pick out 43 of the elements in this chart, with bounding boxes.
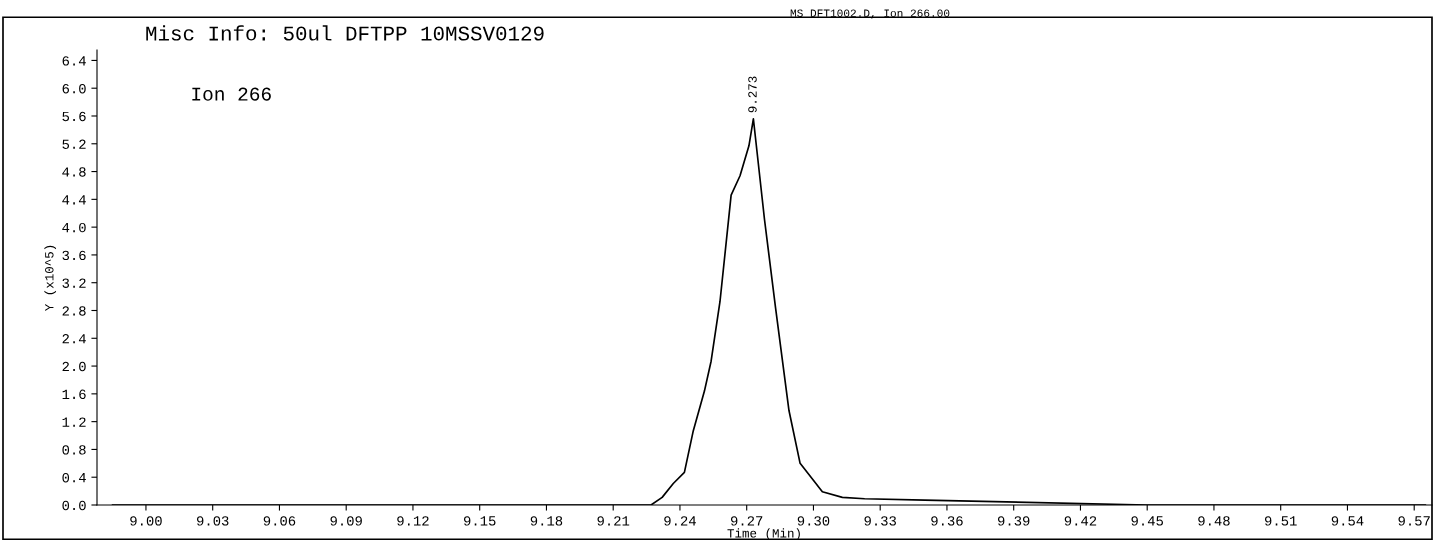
x-tick-label: 9.21 bbox=[597, 516, 630, 526]
x-tick-label: 9.51 bbox=[1264, 516, 1297, 526]
x-tick-label: 9.15 bbox=[463, 516, 496, 526]
y-tick-label: 1.2 bbox=[62, 417, 86, 427]
x-tick-label: 9.42 bbox=[1064, 516, 1097, 526]
x-tick-label: 9.18 bbox=[530, 516, 563, 526]
y-tick-label: 6.0 bbox=[62, 83, 86, 94]
y-tick-label: 0.4 bbox=[62, 472, 86, 483]
y-tick-label: 2.0 bbox=[62, 361, 86, 372]
x-tick-label: 9.39 bbox=[997, 516, 1030, 526]
y-tick-label: 4.4 bbox=[62, 195, 86, 205]
y-tick-label: 2.8 bbox=[62, 306, 86, 316]
y-tick-label: 1.6 bbox=[62, 389, 86, 400]
x-tick-label: 9.09 bbox=[330, 516, 362, 526]
x-tick-label: 9.12 bbox=[397, 516, 429, 526]
chart-subtitle: MS DFT1002.D, Ion 266.00 bbox=[790, 9, 950, 19]
x-tick-label: 9.24 bbox=[664, 516, 696, 526]
y-tick-label: 0.0 bbox=[62, 500, 86, 511]
y-tick-label: 2.4 bbox=[62, 334, 86, 344]
y-tick-label: 3.6 bbox=[62, 250, 86, 261]
x-tick-label: 9.36 bbox=[931, 516, 963, 526]
y-tick-label: 5.2 bbox=[62, 139, 86, 149]
x-tick-label: 9.03 bbox=[196, 516, 229, 526]
x-tick-label: 9.06 bbox=[263, 516, 296, 526]
y-tick-label: 6.4 bbox=[62, 56, 86, 66]
y-tick-label: 0.8 bbox=[62, 445, 86, 455]
annotation: Ion 266 bbox=[192, 87, 271, 101]
x-tick-label: 9.33 bbox=[864, 516, 896, 526]
y-tick-label: 3.2 bbox=[62, 278, 86, 288]
x-tick-label: 9.00 bbox=[130, 516, 162, 526]
y-tick-label: 4.8 bbox=[62, 167, 86, 177]
y-axis-title: Y (x10^5) bbox=[44, 245, 57, 312]
y-tick-label: 4.0 bbox=[62, 222, 86, 233]
x-tick-label: 9.45 bbox=[1131, 516, 1163, 526]
x-tick-label: 9.48 bbox=[1198, 516, 1230, 526]
x-tick-label: 9.54 bbox=[1331, 516, 1364, 526]
y-tick-label: 5.6 bbox=[62, 111, 86, 122]
annotation: 9.273 bbox=[748, 76, 757, 113]
x-tick-label: 9.57 bbox=[1398, 516, 1430, 526]
x-tick-label: 9.30 bbox=[797, 516, 830, 526]
x-tick-label: 9.27 bbox=[730, 516, 763, 526]
chart-title: Misc Info: 50ul DFTPP 10MSSV0129 bbox=[146, 25, 544, 41]
x-axis-title: Time (Min) bbox=[727, 528, 800, 541]
